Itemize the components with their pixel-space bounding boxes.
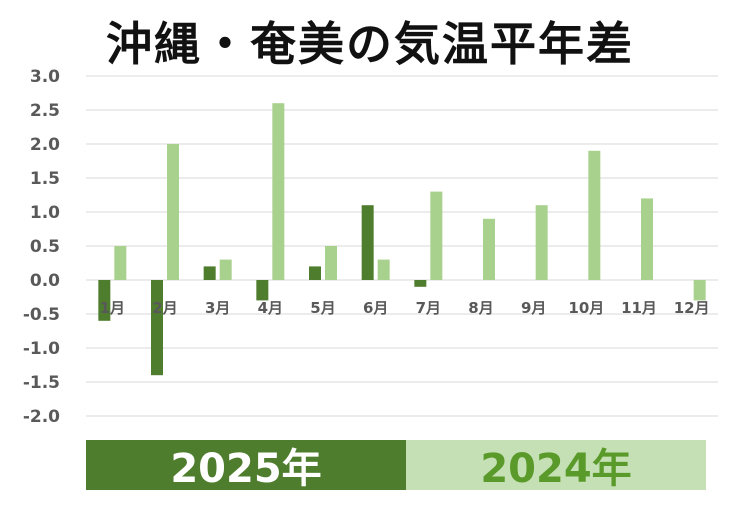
y-tick-label: -0.5 <box>23 305 60 325</box>
bar-2024年-1月 <box>114 246 127 280</box>
bar-2024年-8月 <box>483 218 495 280</box>
y-tick-label: 2.0 <box>30 135 60 155</box>
bar-2024年-2月 <box>167 144 179 280</box>
bar-2025年-4月 <box>256 280 269 301</box>
bar-2024年-5月 <box>325 246 337 280</box>
bar-2024年-6月 <box>377 259 390 280</box>
y-tick-label: 1.0 <box>30 203 60 223</box>
chart-title: 沖縄・奄美の気温平年差 <box>106 17 634 71</box>
x-tick-label: 1月 <box>100 299 125 317</box>
legend-label-2024: 2024年 <box>480 446 632 492</box>
x-tick-label: 7月 <box>416 299 441 317</box>
x-tick-label: 8月 <box>468 299 493 317</box>
bar-2024年-11月 <box>641 198 653 280</box>
x-tick-label: 9月 <box>521 299 546 317</box>
x-tick-label: 10月 <box>568 299 604 317</box>
y-tick-label: 2.5 <box>30 101 60 121</box>
bar-2025年-7月 <box>414 280 427 287</box>
bar-2024年-4月 <box>272 103 285 280</box>
bar-2025年-2月 <box>151 280 163 376</box>
x-tick-labels: 1月 2月 3月 4月 5月 6月 7月 8月 9月 10月 11月 12月 <box>100 299 710 317</box>
y-tick-label: 0.5 <box>30 237 60 257</box>
bar-2024年-12月 <box>693 280 706 301</box>
bar-2024年-10月 <box>588 150 601 280</box>
y-tick-label: 3.0 <box>30 67 60 87</box>
bar-2025年-3月 <box>203 266 216 280</box>
y-tick-label: -2.0 <box>23 407 60 427</box>
bar-2025年-6月 <box>361 205 374 280</box>
y-tick-labels: 3.0 2.5 2.0 1.5 1.0 0.5 0.0 -0.5 -1.0 -1.5 -2.0 <box>23 67 60 427</box>
x-tick-label: 4月 <box>258 299 283 317</box>
bar-2024年-3月 <box>219 259 232 280</box>
y-tick-label: -1.5 <box>23 373 60 393</box>
legend-item-2025: 2025年 <box>86 440 406 492</box>
y-tick-label: -1.0 <box>23 339 60 359</box>
legend-label-2025: 2025年 <box>170 446 322 492</box>
y-tick-label: 1.5 <box>30 169 60 189</box>
bar-2025年-5月 <box>309 266 321 280</box>
bar-2025年-1月 <box>98 280 111 321</box>
x-tick-label: 2月 <box>152 299 177 317</box>
bars <box>98 103 706 376</box>
x-tick-label: 5月 <box>310 299 335 317</box>
bar-2024年-9月 <box>535 205 548 280</box>
y-tick-label: 0.0 <box>30 271 60 291</box>
gridlines <box>86 75 718 417</box>
x-tick-label: 6月 <box>363 299 388 317</box>
bar-2024年-7月 <box>430 191 443 280</box>
legend-item-2024: 2024年 <box>406 440 706 492</box>
x-tick-label: 12月 <box>674 299 710 317</box>
x-tick-label: 11月 <box>621 299 657 317</box>
x-tick-label: 3月 <box>205 299 230 317</box>
